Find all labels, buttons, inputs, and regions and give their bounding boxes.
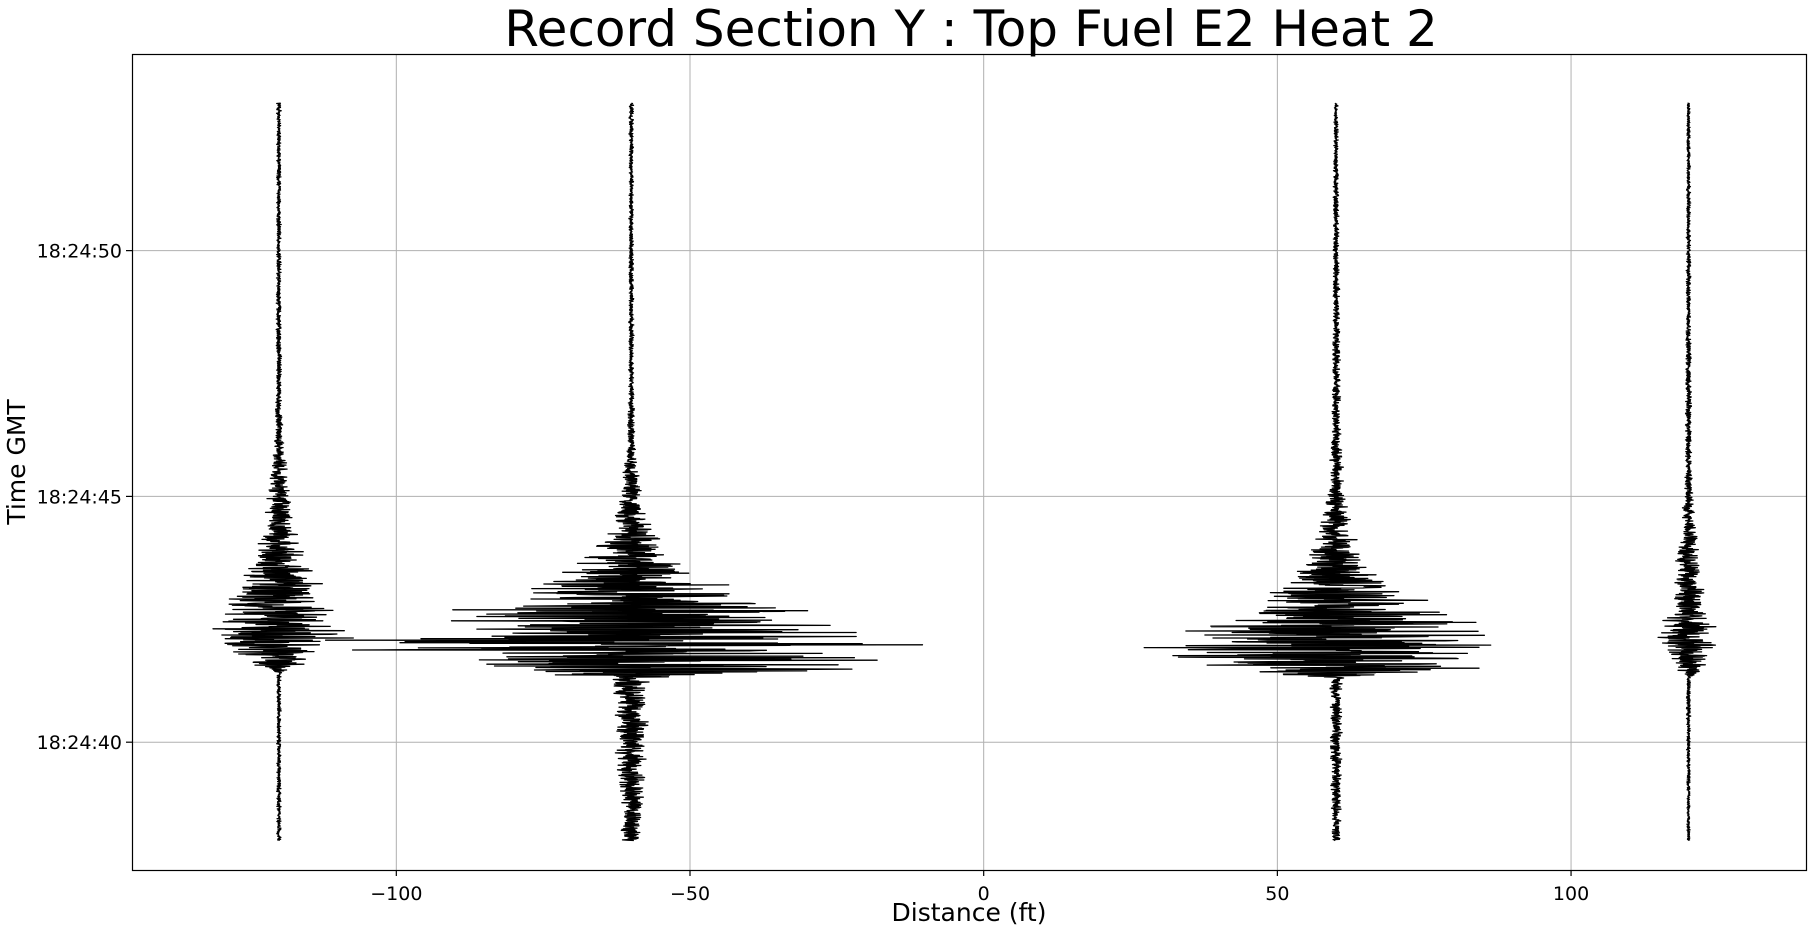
y-tick-label: 18:24:50 <box>37 241 122 263</box>
chart-title: Record Section Y : Top Fuel E2 Heat 2 <box>504 0 1438 58</box>
y-axis-label: Time GMT <box>2 399 31 526</box>
x-tick-label: 100 <box>1553 883 1589 905</box>
plot-frame <box>131 53 1808 872</box>
y-tick-label: 18:24:45 <box>37 486 122 508</box>
axis-ticks: −100 −50 0 50 100 18:24:40 18:24:45 18:24:50 <box>37 241 1590 905</box>
seismic-trace <box>1657 102 1717 841</box>
x-tick-label: 50 <box>1265 883 1289 905</box>
seismic-trace <box>1143 102 1492 842</box>
x-axis-label: Distance (ft) <box>892 898 1047 927</box>
x-tick-label: −100 <box>370 883 422 905</box>
y-tick-label: 18:24:40 <box>37 732 122 754</box>
x-tick-label: −50 <box>670 883 710 905</box>
seismic-trace <box>212 102 354 841</box>
x-tick-label: 0 <box>978 883 990 905</box>
seismic-traces <box>212 102 1717 842</box>
grid-lines <box>132 54 1806 870</box>
seismic-trace <box>324 102 924 842</box>
